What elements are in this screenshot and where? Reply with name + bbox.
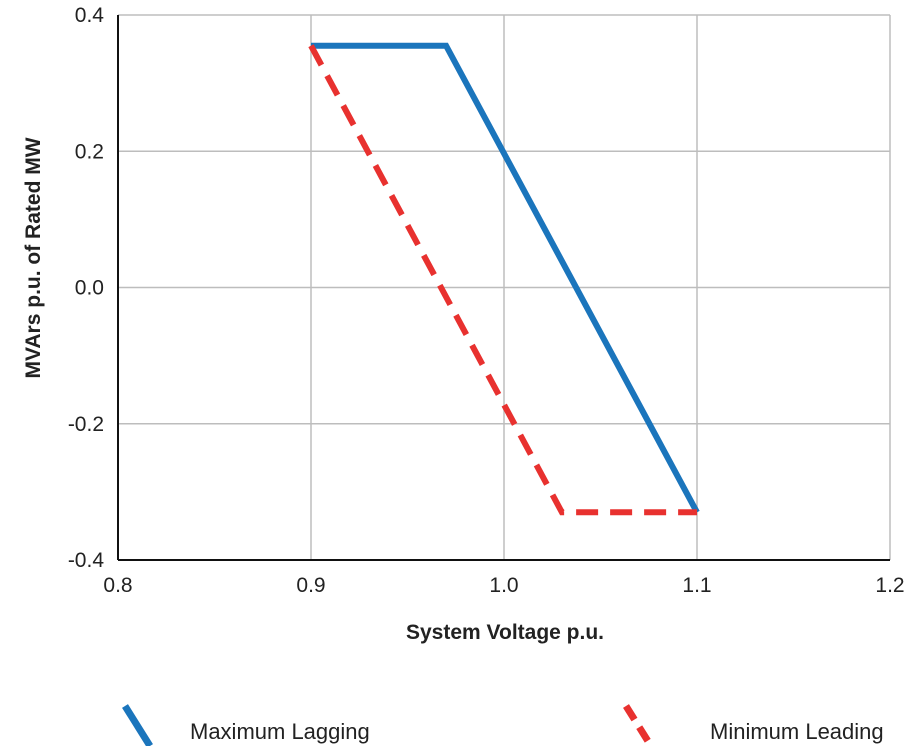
legend-swatch (122, 704, 153, 748)
y-tick-label: 0.4 (75, 4, 105, 27)
x-tick-label: 1.0 (489, 574, 518, 597)
y-tick-labels: 0.4 0.2 0.0 -0.2 -0.4 (68, 4, 105, 572)
x-axis-title: System Voltage p.u. (406, 621, 604, 644)
y-axis-title: MVArs p.u. of Rated MW (22, 137, 45, 378)
y-tick-label: 0.0 (75, 277, 104, 300)
series-line-minimum-leading (308, 44, 697, 516)
legend-swatch (623, 704, 654, 748)
series-line-maximum-lagging (311, 42, 700, 514)
grid (118, 14, 891, 560)
x-tick-label: 0.9 (296, 574, 325, 597)
y-tick-label: -0.2 (68, 413, 104, 436)
x-tick-label: 1.2 (875, 574, 904, 597)
legend-label: Minimum Leading (710, 719, 884, 744)
x-tick-label: 0.8 (103, 574, 132, 597)
y-tick-label: 0.2 (75, 140, 104, 163)
legend: Maximum Lagging Minimum Leading (122, 704, 884, 748)
x-tick-label: 1.1 (682, 574, 711, 597)
x-tick-labels: 0.8 0.9 1.0 1.1 1.2 (103, 574, 904, 597)
axes (117, 15, 890, 561)
series-lines (308, 42, 700, 516)
y-tick-label: -0.4 (68, 549, 105, 572)
legend-label: Maximum Lagging (190, 719, 370, 744)
